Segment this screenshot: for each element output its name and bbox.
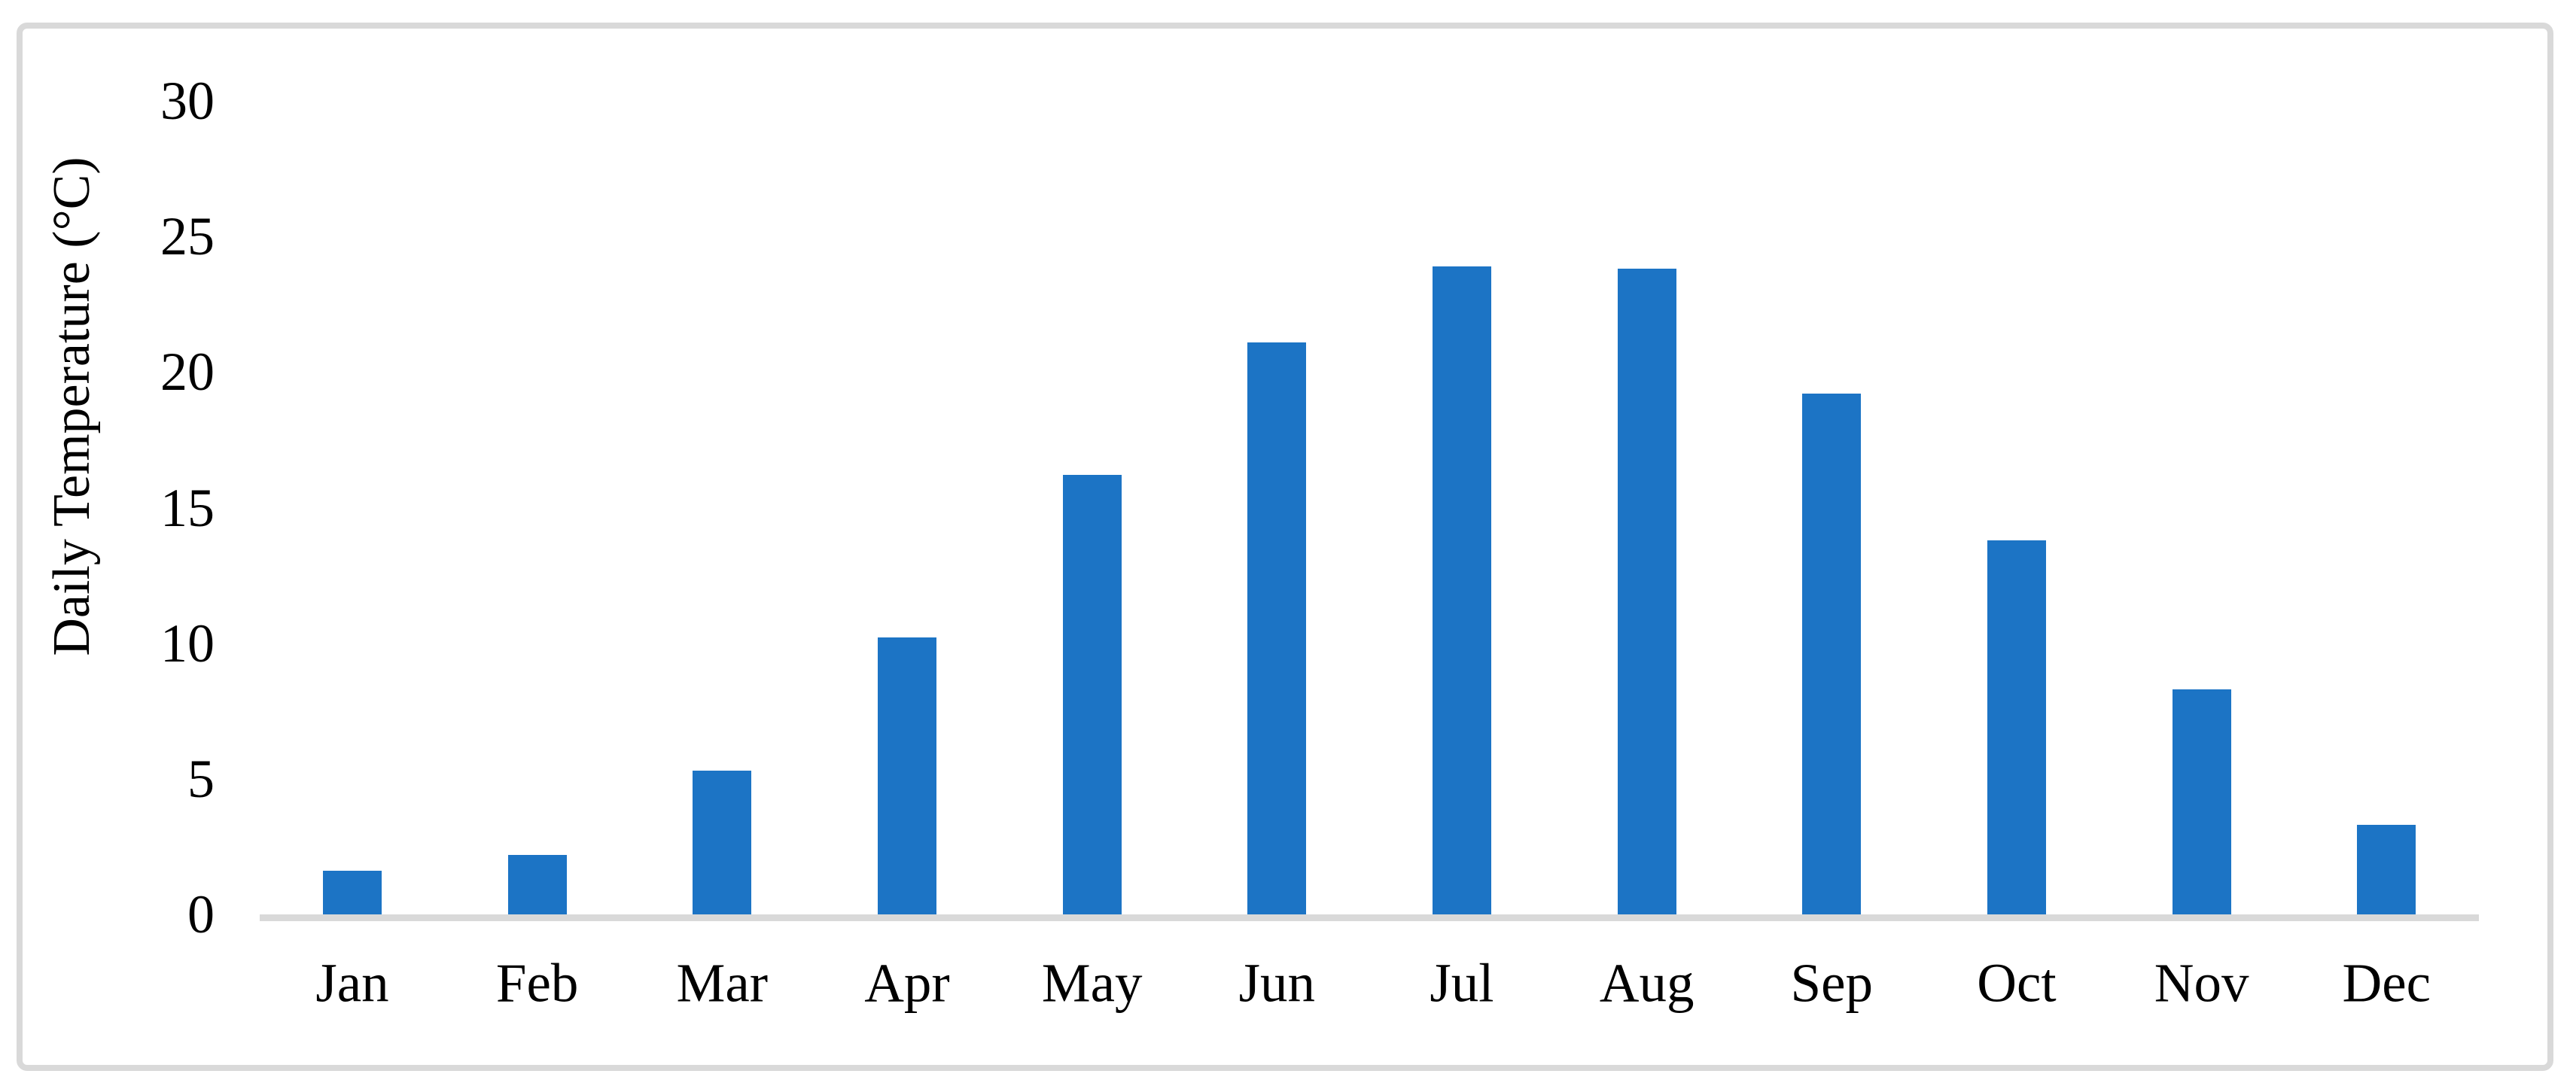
chart-border-frame (17, 23, 2553, 1071)
x-tick-label-apr: Apr (864, 952, 950, 1014)
y-tick-label-20: 20 (160, 342, 215, 403)
y-tick-label-25: 25 (160, 206, 215, 267)
x-tick-label-jun: Jun (1238, 952, 1316, 1014)
bar-apr (877, 637, 936, 914)
x-tick-label-feb: Feb (495, 952, 579, 1014)
y-tick-label-30: 30 (160, 71, 215, 132)
x-tick-label-may: May (1041, 952, 1143, 1014)
y-tick-label-0: 0 (187, 884, 215, 944)
x-axis-line (260, 914, 2479, 921)
x-tick-label-aug: Aug (1599, 952, 1694, 1014)
bar-nov (2172, 689, 2231, 914)
x-tick-label-oct: Oct (1977, 952, 2057, 1014)
x-tick-label-nov: Nov (2154, 952, 2249, 1014)
x-tick-label-sep: Sep (1790, 952, 1874, 1014)
bar-jan (323, 871, 382, 914)
bar-sep (1802, 394, 1862, 914)
x-tick-label-mar: Mar (676, 952, 769, 1014)
bar-mar (693, 771, 752, 914)
bar-jul (1432, 266, 1491, 914)
y-tick-label-15: 15 (160, 477, 215, 538)
y-tick-label-5: 5 (187, 748, 215, 809)
bar-may (1062, 475, 1122, 914)
bar-jun (1247, 342, 1307, 914)
bar-aug (1617, 269, 1676, 914)
x-tick-label-dec: Dec (2342, 952, 2431, 1014)
y-axis-title: Daily Temperature (°C) (43, 157, 101, 656)
x-tick-label-jan: Jan (315, 952, 389, 1014)
bar-feb (507, 854, 567, 914)
bar-oct (1987, 540, 2046, 914)
y-tick-label-10: 10 (160, 613, 215, 674)
bar-dec (2357, 825, 2416, 914)
x-tick-label-jul: Jul (1430, 952, 1494, 1014)
